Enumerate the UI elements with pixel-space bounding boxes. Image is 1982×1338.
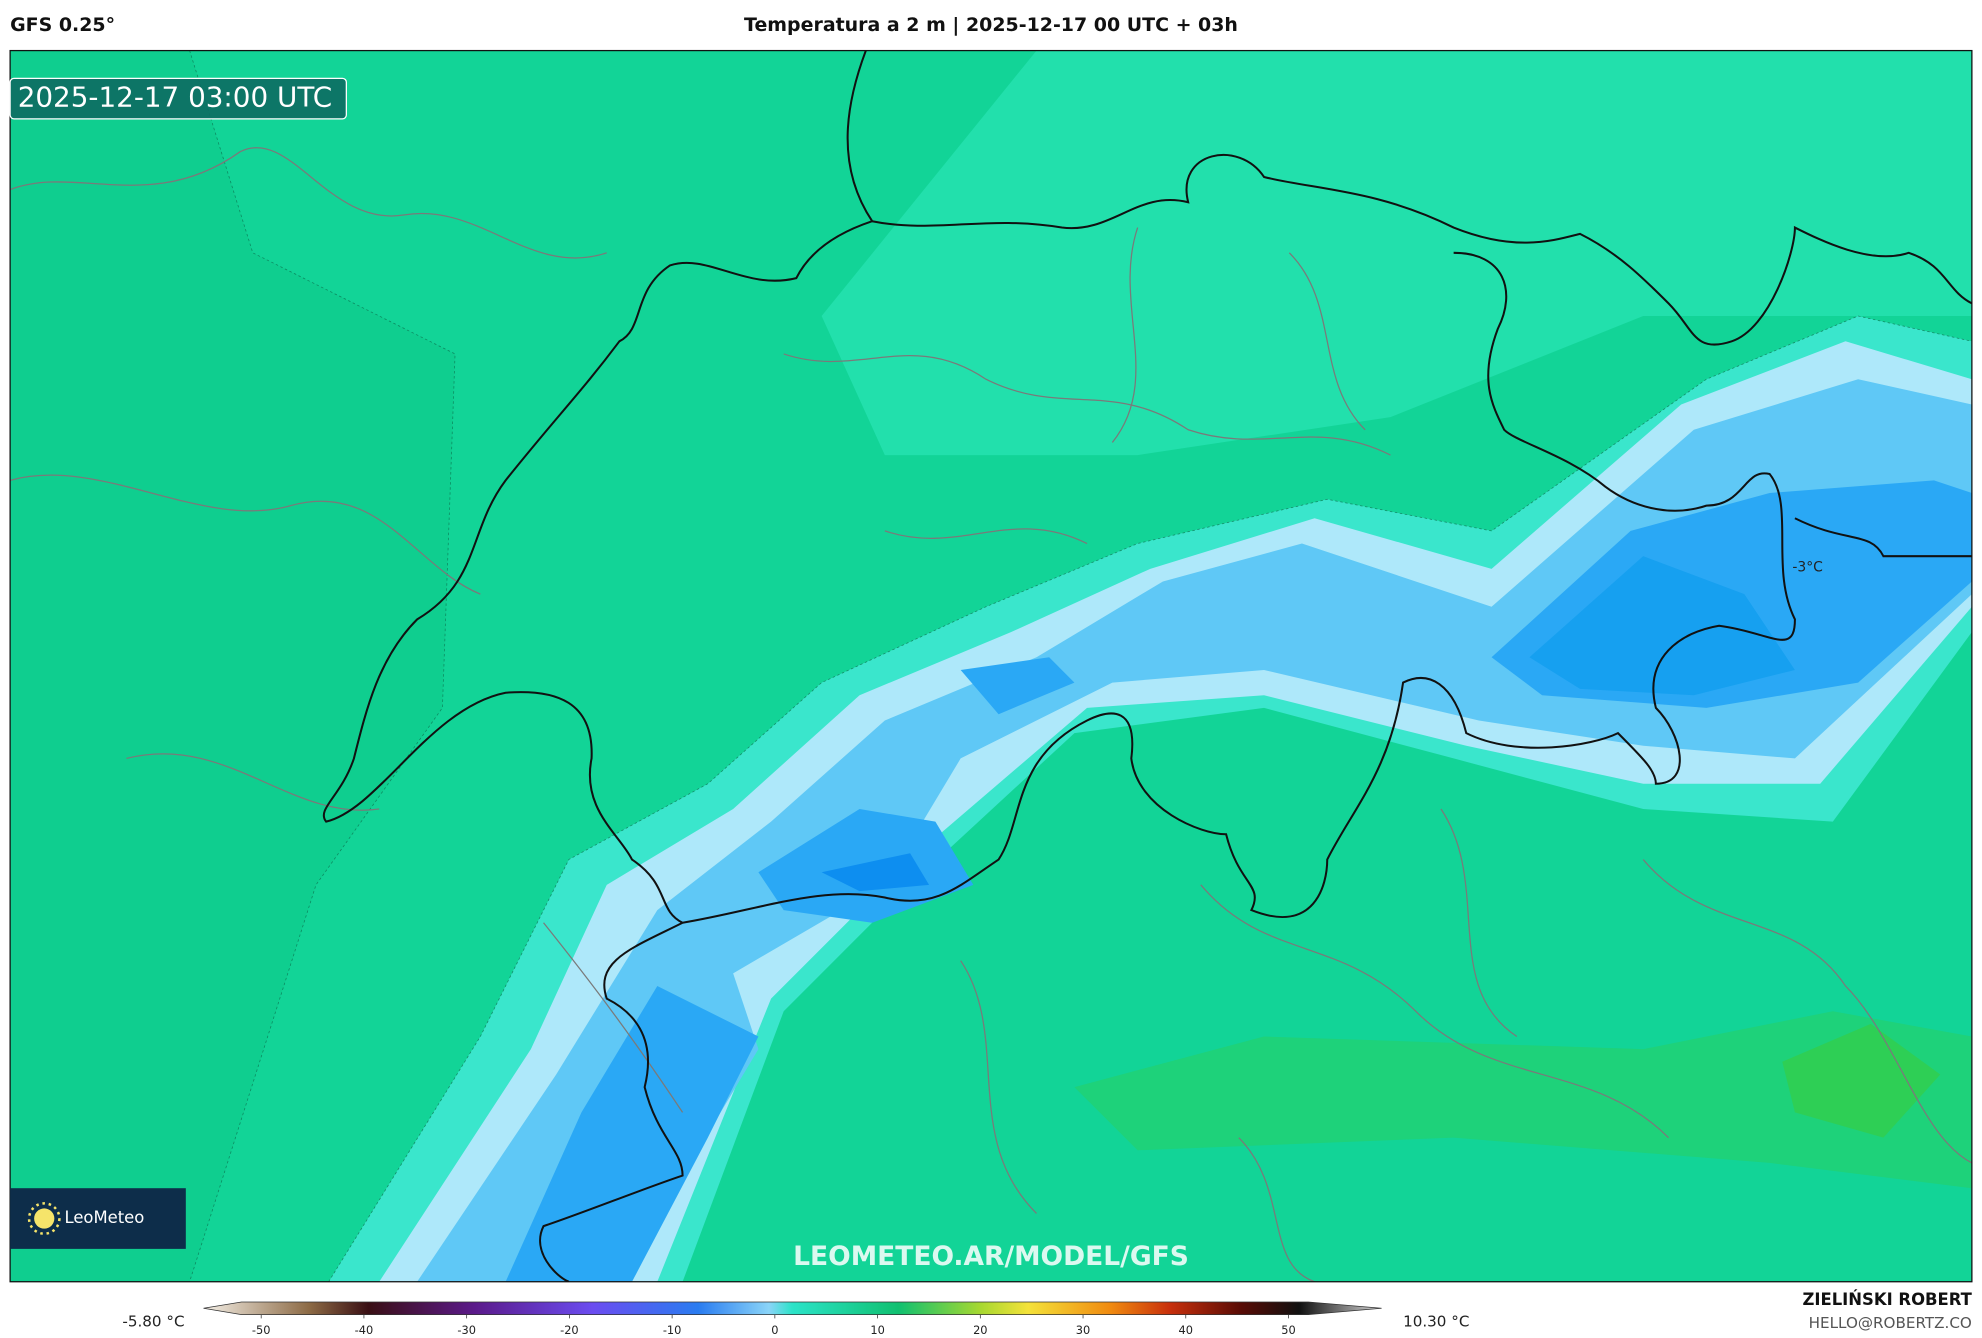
- map-title: Temperatura a 2 m | 2025-12-17 00 UTC + …: [744, 14, 1238, 36]
- map-frame: [9, 49, 1973, 1283]
- temperature-zone: [1074, 1011, 1972, 1189]
- temperature-annotation: -3°C: [1792, 560, 1823, 576]
- author: ZIELIŃSKI ROBERT: [1802, 1290, 1972, 1309]
- colorbar-tick-label: 30: [1076, 1323, 1090, 1337]
- logo: LeoMeteo: [64, 1208, 144, 1227]
- colorbar-min: -5.80 °C: [122, 1313, 184, 1331]
- logo-rays: [27, 1202, 61, 1235]
- colorbar-tick-label: 0: [771, 1323, 778, 1337]
- colorbar-bar: [203, 1301, 1382, 1315]
- country-border: [322, 50, 1972, 1282]
- temperature-zone: [10, 50, 456, 1282]
- colorbar-tick-label: -50: [252, 1323, 271, 1337]
- temperature-zone: [821, 853, 930, 892]
- email: HELLO@ROBERTZ.CO: [1809, 1314, 1972, 1332]
- contour: [189, 50, 456, 1282]
- colorbar-tick-label: -20: [560, 1323, 579, 1337]
- watermark: LEOMETEO.AR/MODEL/GFS: [793, 1241, 1189, 1272]
- temperature-zone: [1529, 556, 1795, 696]
- colorbar-tick-label: 20: [973, 1323, 987, 1337]
- temperature-zone: [821, 50, 1972, 456]
- colorbar-tick-label: 50: [1281, 1323, 1295, 1337]
- map: -3°C LEOMETEO.AR/MODEL/GFS: [10, 50, 1972, 1282]
- colorbar-tick-label: -10: [663, 1323, 682, 1337]
- colorbar-tick-label: 10: [870, 1323, 884, 1337]
- colorbar-max: 10.30 °C: [1403, 1313, 1469, 1331]
- temperature-zone: [505, 985, 759, 1282]
- colorbar: -50 -40 -30 -20 -10 0 10 20 30 40 50: [203, 1301, 1382, 1337]
- logo-sun: [34, 1208, 55, 1229]
- colorbar-tick-label: -30: [457, 1323, 476, 1337]
- model-label: GFS 0.25°: [10, 14, 115, 36]
- temperature-zone: [1782, 1023, 1941, 1138]
- colorbar-tick-label: 40: [1179, 1323, 1193, 1337]
- timestamp-box: [9, 77, 347, 120]
- colorbar-tick-label: -40: [355, 1323, 374, 1337]
- timestamp: 2025-12-17 03:00 UTC: [18, 81, 332, 114]
- region-border: [10, 147, 1972, 1282]
- temperature-zone: [960, 657, 1075, 715]
